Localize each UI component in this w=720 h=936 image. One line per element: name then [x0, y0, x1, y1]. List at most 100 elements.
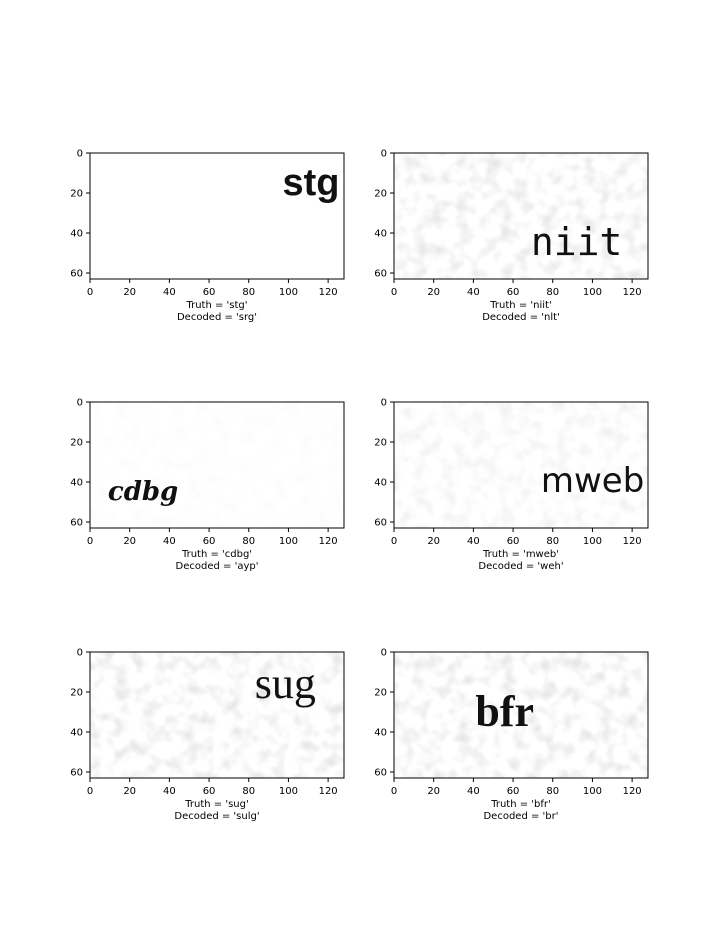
decoded-label: Decoded = 'nlt' [482, 312, 560, 323]
y-tick-label: 20 [374, 688, 387, 699]
image-word: cdbg [108, 477, 178, 507]
x-tick-label: 80 [546, 786, 559, 797]
y-tick-label: 60 [70, 269, 83, 280]
panel-sug: sug 0 20 40 60 80 100 120 0 20 40 60 Truth = 'sug'De… [70, 648, 345, 822]
y-tick-label: 0 [77, 149, 83, 160]
x-tick-label: 40 [163, 536, 176, 547]
axes-frame [393, 401, 649, 529]
image-background [90, 153, 344, 279]
truth-label: Truth = 'niit' [489, 300, 551, 311]
axes-frame [89, 152, 345, 280]
x-tick-label: 40 [163, 287, 176, 298]
x-tick-label: 120 [319, 786, 338, 797]
y-tick-label: 0 [77, 398, 83, 409]
y-tick-label: 20 [374, 189, 387, 200]
image-word: sug [255, 659, 316, 708]
x-tick-label: 60 [507, 287, 520, 298]
decoded-label: Decoded = 'br' [483, 811, 558, 822]
x-tick-label: 120 [623, 536, 642, 547]
x-tick-label: 0 [87, 786, 93, 797]
x-tick-label: 20 [427, 536, 440, 547]
x-tick-label: 100 [279, 287, 298, 298]
panel-mweb: mweb 0 20 40 60 80 100 120 0 20 40 60 Truth = 'mweb'… [374, 398, 649, 572]
y-tick-label: 40 [374, 478, 387, 489]
image-word: stg [282, 162, 339, 204]
x-tick-label: 20 [123, 536, 136, 547]
x-tick-label: 20 [427, 287, 440, 298]
x-tick-label: 120 [319, 287, 338, 298]
x-tick-label: 40 [467, 287, 480, 298]
truth-label: Truth = 'sug' [184, 799, 248, 810]
x-tick-label: 0 [391, 287, 397, 298]
y-tick-label: 60 [70, 768, 83, 779]
y-tick-label: 40 [374, 229, 387, 240]
x-tick-label: 80 [242, 536, 255, 547]
y-tick-label: 0 [77, 648, 83, 659]
decoded-label: Decoded = 'weh' [478, 561, 563, 572]
x-tick-label: 40 [467, 536, 480, 547]
x-tick-label: 120 [623, 287, 642, 298]
y-tick-label: 20 [70, 438, 83, 449]
x-tick-label: 80 [546, 287, 559, 298]
image-noise [394, 402, 648, 528]
decoded-label: Decoded = 'sulg' [174, 811, 259, 822]
x-tick-label: 100 [583, 287, 602, 298]
axes-frame [89, 651, 345, 779]
y-tick-label: 60 [70, 518, 83, 529]
x-tick-label: 100 [279, 786, 298, 797]
panel-niit: niit 0 20 40 60 80 100 120 0 20 40 60 Truth = 'niit'… [374, 149, 649, 323]
image-noise [394, 153, 648, 279]
x-tick-label: 0 [391, 536, 397, 547]
y-tick-label: 40 [70, 728, 83, 739]
truth-label: Truth = 'cdbg' [181, 549, 252, 560]
x-tick-label: 40 [467, 786, 480, 797]
x-tick-label: 60 [203, 536, 216, 547]
x-tick-label: 60 [507, 536, 520, 547]
x-tick-label: 60 [203, 786, 216, 797]
y-tick-label: 20 [70, 189, 83, 200]
x-tick-label: 120 [623, 786, 642, 797]
x-tick-label: 100 [279, 536, 298, 547]
y-tick-label: 40 [70, 478, 83, 489]
axes-frame [393, 152, 649, 280]
y-tick-label: 60 [374, 768, 387, 779]
image-noise [394, 652, 648, 778]
x-tick-label: 0 [87, 287, 93, 298]
x-tick-label: 20 [427, 786, 440, 797]
image-word: bfr [475, 687, 534, 736]
y-tick-label: 60 [374, 518, 387, 529]
x-tick-label: 100 [583, 786, 602, 797]
decoded-label: Decoded = 'ayp' [176, 561, 259, 572]
x-tick-label: 80 [242, 287, 255, 298]
image-noise [90, 652, 344, 778]
image-word: mweb [541, 461, 644, 501]
x-tick-label: 0 [391, 786, 397, 797]
y-tick-label: 20 [70, 688, 83, 699]
decoded-label: Decoded = 'srg' [177, 312, 257, 323]
image-word: niit [531, 220, 623, 264]
y-tick-label: 0 [381, 648, 387, 659]
x-tick-label: 80 [242, 786, 255, 797]
y-tick-label: 20 [374, 438, 387, 449]
x-tick-label: 60 [203, 287, 216, 298]
axes-frame [393, 651, 649, 779]
image-noise [90, 402, 344, 528]
x-tick-label: 60 [507, 786, 520, 797]
x-tick-label: 40 [163, 786, 176, 797]
x-tick-label: 80 [546, 536, 559, 547]
axes-frame [89, 401, 345, 529]
x-tick-label: 120 [319, 536, 338, 547]
y-tick-label: 0 [381, 398, 387, 409]
truth-label: Truth = 'stg' [185, 300, 247, 311]
y-tick-label: 60 [374, 269, 387, 280]
truth-label: Truth = 'mweb' [482, 549, 559, 560]
y-tick-label: 40 [70, 229, 83, 240]
y-tick-label: 0 [381, 149, 387, 160]
panel-cdbg: cdbg 0 20 40 60 80 100 120 0 20 40 60 Truth = 'cdbg'… [70, 398, 345, 572]
x-tick-label: 20 [123, 786, 136, 797]
x-tick-label: 100 [583, 536, 602, 547]
x-tick-label: 0 [87, 536, 93, 547]
x-tick-label: 20 [123, 287, 136, 298]
truth-label: Truth = 'bfr' [490, 799, 551, 810]
